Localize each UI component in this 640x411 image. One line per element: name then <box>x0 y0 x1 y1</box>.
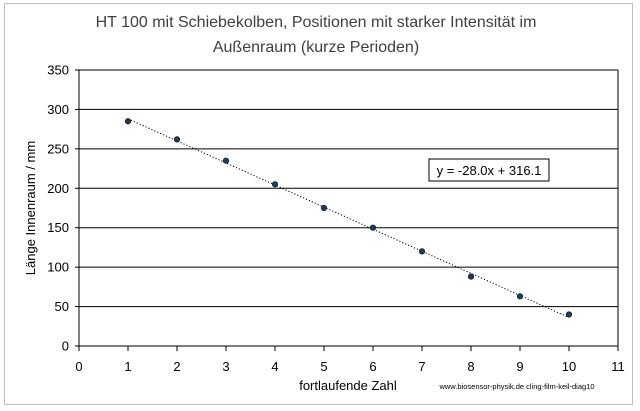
x-axis-ticks: 0 1 2 3 4 5 6 7 8 9 10 11 <box>75 346 625 374</box>
x-tick-label-9: 9 <box>516 359 523 374</box>
x-tick-label-1: 1 <box>124 359 131 374</box>
trendline-group <box>127 118 570 318</box>
chart-title-line-1: HT 100 mit Schiebekolben, Positionen mit… <box>96 14 537 31</box>
x-tick-label-7: 7 <box>418 359 425 374</box>
x-tick-label-2: 2 <box>173 359 180 374</box>
data-point-9 <box>516 293 524 300</box>
x-tick-label-6: 6 <box>369 359 376 374</box>
y-axis-ticks: 0 50 100 150 200 250 300 350 <box>47 63 79 354</box>
data-point-10 <box>565 311 573 318</box>
equation-box <box>428 158 550 182</box>
x-tick-label-5: 5 <box>320 359 327 374</box>
x-tick-label-4: 4 <box>271 359 278 374</box>
data-point-3 <box>222 157 230 164</box>
y-axis-label: Länge Innenraum / mm <box>23 141 38 275</box>
x-tick-label-0: 0 <box>75 359 82 374</box>
chart-title-line-2: Außenraum (kurze Perioden) <box>213 39 419 56</box>
y-tick-label-350: 350 <box>47 63 69 78</box>
data-point-7 <box>418 248 426 255</box>
x-tick-label-11: 11 <box>611 359 625 374</box>
data-point-5 <box>320 204 328 212</box>
trendline <box>127 118 570 318</box>
data-point-6 <box>369 224 377 231</box>
y-tick-label-150: 150 <box>47 220 69 235</box>
y-tick-label-50: 50 <box>55 299 69 314</box>
x-tick-label-10: 10 <box>562 359 576 374</box>
data-point-4 <box>271 181 279 188</box>
y-tick-label-200: 200 <box>47 181 69 196</box>
y-tick-label-100: 100 <box>47 260 69 275</box>
data-point-2 <box>173 136 181 143</box>
y-tick-label-0: 0 <box>62 339 69 354</box>
data-point-8 <box>467 273 475 280</box>
x-axis-label: fortlaufende Zahl <box>299 378 397 393</box>
trendline-equation: y = -28.0x + 316.1 <box>437 163 542 178</box>
x-tick-label-8: 8 <box>467 359 474 374</box>
data-points <box>124 118 573 318</box>
data-point-1 <box>124 118 132 125</box>
x-tick-label-3: 3 <box>222 359 229 374</box>
gridlines <box>78 69 619 347</box>
y-tick-label-250: 250 <box>47 141 69 156</box>
equation-label-box: y = -28.0x + 316.1 <box>428 158 550 182</box>
y-tick-label-300: 300 <box>47 102 69 117</box>
source-credit: www.biosensor-physik.de cling-film-keil-… <box>438 382 594 391</box>
